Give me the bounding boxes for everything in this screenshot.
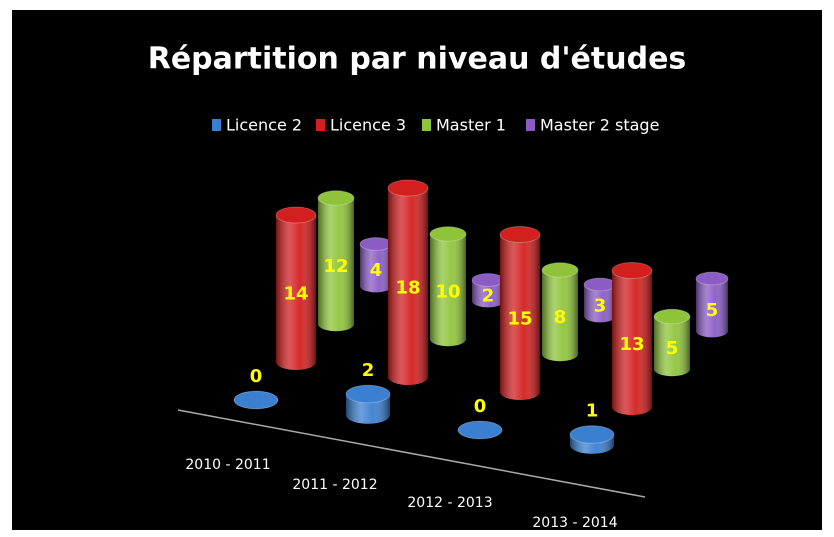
cylinder-body-shade	[318, 198, 354, 324]
cylinder-top	[387, 179, 429, 197]
cylinder-body-shade	[696, 278, 728, 331]
x-tick-label: 2010 - 2011	[185, 457, 270, 473]
cylinder-top	[471, 273, 505, 287]
legend-label: Master 2 stage	[540, 116, 659, 135]
cylinder-top	[233, 390, 279, 410]
data-label: 4	[370, 260, 383, 281]
data-label: 12	[323, 256, 348, 277]
cylinder-top	[359, 237, 393, 251]
cylinder-top	[429, 226, 467, 242]
cylinder-body-shade	[542, 270, 578, 354]
cylinder-body-shade	[430, 234, 466, 339]
x-tick-label: 2013 - 2014	[532, 515, 617, 531]
legend-label: Licence 2	[226, 116, 302, 135]
data-label: 5	[666, 338, 679, 359]
cylinder	[387, 179, 429, 385]
data-label: 5	[706, 300, 719, 321]
cylinder-top	[275, 206, 317, 224]
x-tick-label: 2012 - 2013	[407, 495, 492, 511]
data-label: 3	[594, 295, 607, 316]
data-label: 14	[283, 284, 308, 305]
cylinder-top	[457, 420, 503, 440]
legend-label: Licence 3	[330, 116, 406, 135]
data-label: 15	[507, 308, 532, 329]
cylinder	[569, 425, 615, 454]
data-label: 0	[474, 396, 487, 417]
cylinder	[695, 271, 729, 338]
cylinder	[457, 420, 503, 440]
cylinder	[429, 226, 467, 347]
cylinder	[345, 384, 391, 424]
legend-swatch	[212, 119, 221, 131]
legend-swatch	[422, 119, 431, 131]
cylinder	[317, 190, 355, 332]
cylinder-top	[541, 262, 579, 278]
cylinder	[471, 273, 505, 308]
cylinder-top	[569, 425, 615, 444]
cylinder	[611, 262, 653, 415]
data-label: 8	[554, 307, 567, 328]
data-label: 2	[362, 360, 375, 381]
x-tick-label: 2011 - 2012	[292, 477, 377, 493]
data-label: 0	[250, 366, 263, 387]
cylinder-top	[653, 308, 691, 325]
data-label: 2	[482, 286, 495, 307]
data-label: 10	[435, 282, 460, 303]
data-label: 13	[619, 334, 644, 355]
legend-swatch	[526, 119, 535, 131]
cylinder-top	[317, 190, 355, 206]
data-label: 1	[586, 401, 599, 422]
chart-title: Répartition par niveau d'études	[148, 42, 687, 77]
cylinder-top	[345, 384, 391, 404]
cylinder-body-shade	[500, 234, 540, 392]
cylinder-body-shade	[612, 270, 652, 407]
axis-line	[177, 409, 646, 498]
cylinder-body-shade	[388, 188, 428, 377]
legend-swatch	[316, 119, 325, 131]
cylinder	[275, 206, 317, 370]
cylinder-body-shade	[360, 244, 392, 286]
cylinder-body-shade	[654, 316, 690, 369]
cylinder-top	[583, 277, 617, 292]
cylinder	[233, 390, 279, 410]
cylinder-top	[695, 271, 729, 286]
cylinder	[583, 277, 617, 323]
data-label: 18	[395, 278, 420, 299]
legend-label: Master 1	[436, 116, 506, 135]
cylinder-top	[611, 262, 653, 279]
cylinder	[359, 237, 393, 293]
cylinder-body-shade	[276, 215, 316, 362]
cylinder	[541, 262, 579, 362]
cylinder	[653, 308, 691, 377]
cylinder-top	[499, 226, 541, 243]
cylinder	[499, 226, 541, 400]
